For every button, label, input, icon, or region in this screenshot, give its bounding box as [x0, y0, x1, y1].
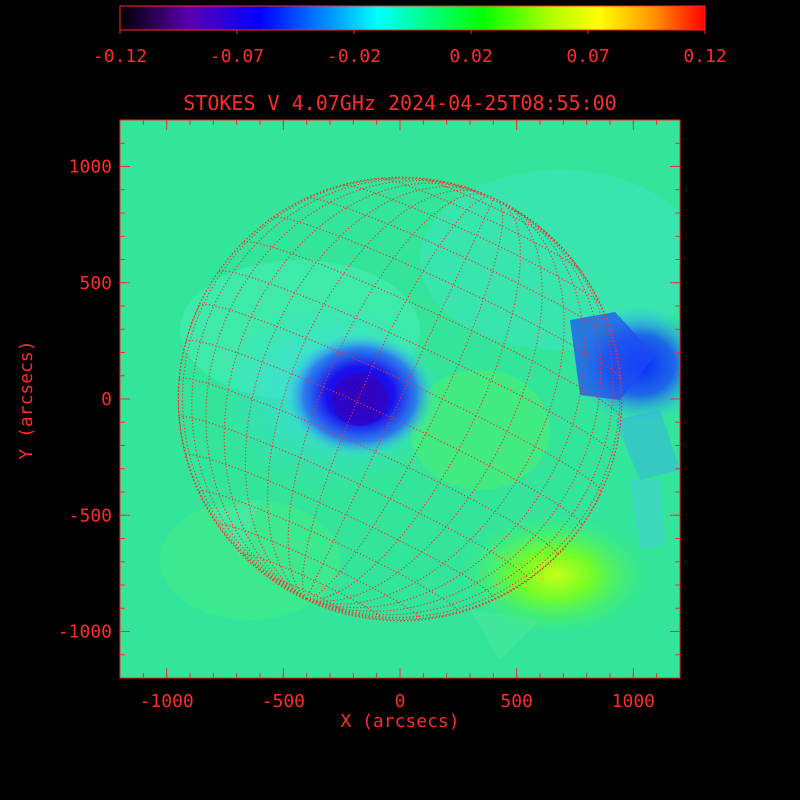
x-tick-labels: -1000 -500 0 500 1000 — [140, 691, 655, 712]
x-tick-label: -1000 — [140, 691, 194, 712]
y-tick-label: 1000 — [69, 157, 112, 178]
x-tick-label: 1000 — [612, 691, 655, 712]
positive-emission-region — [460, 515, 650, 635]
colorbar-ticks — [119, 30, 706, 34]
y-tick-label: -1000 — [58, 622, 112, 643]
colorbar-tick-labels: -0.12 -0.07 -0.02 0.02 0.07 0.12 — [93, 46, 727, 67]
y-tick-label: 500 — [79, 273, 112, 294]
x-tick-label: 500 — [500, 691, 533, 712]
y-tick-labels: 1000 500 0 -500 -1000 — [58, 157, 112, 643]
x-axis-label: X (arcsecs) — [340, 711, 459, 732]
plot-title: STOKES V 4.07GHz 2024-04-25T08:55:00 — [183, 91, 616, 115]
colorbar-tick-label: 0.12 — [683, 46, 726, 67]
colorbar — [119, 5, 706, 31]
colorbar-tick-label: -0.07 — [210, 46, 264, 67]
y-tick-label: 0 — [101, 389, 112, 410]
x-tick-label: 0 — [395, 691, 406, 712]
colorbar-tick-label: 0.07 — [566, 46, 609, 67]
x-tick-label: -500 — [262, 691, 305, 712]
axis-ticks — [119, 119, 681, 679]
y-tick-label: -500 — [69, 505, 112, 526]
colorbar-tick-label: -0.02 — [327, 46, 381, 67]
colorbar-tick-label: 0.02 — [449, 46, 492, 67]
colorbar-tick-label: -0.12 — [93, 46, 147, 67]
solar-disk-grid — [177, 176, 623, 622]
y-axis-label: Y (arcsecs) — [16, 340, 37, 459]
